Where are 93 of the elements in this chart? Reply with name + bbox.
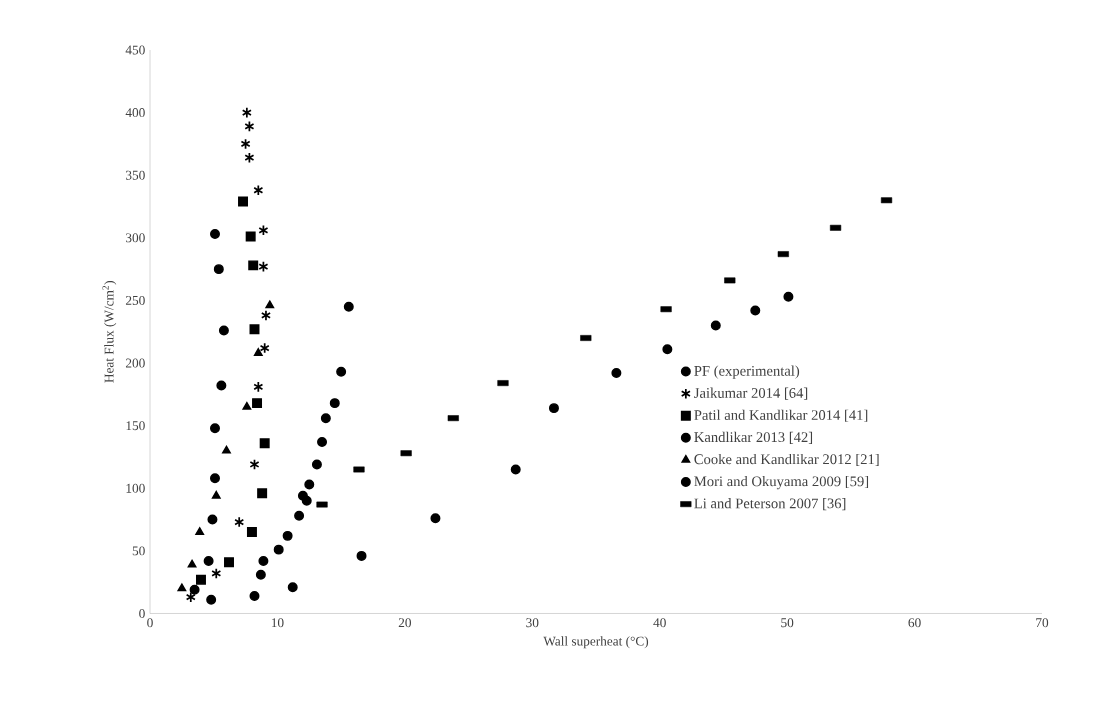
point	[224, 557, 234, 568]
y-tick-label: 200	[125, 358, 145, 368]
point	[195, 527, 205, 535]
point	[242, 401, 252, 410]
point	[222, 445, 231, 454]
point	[248, 260, 259, 271]
point	[240, 138, 251, 150]
legend-label: Mori and Okuyama 2009 [59]	[694, 475, 869, 490]
point	[273, 544, 284, 555]
legend-label: Cooke and Kandlikar 2012 [21]	[694, 453, 879, 466]
point	[301, 495, 312, 506]
point	[265, 300, 275, 309]
point	[255, 569, 266, 580]
point	[210, 423, 220, 434]
point	[206, 594, 217, 605]
point	[249, 324, 260, 335]
legend-label: Patil and Kandlikar 2014 [41]	[694, 409, 868, 422]
point	[311, 459, 322, 470]
x-tick-label: 60	[908, 618, 921, 628]
point	[187, 559, 197, 568]
y-tick-label: 0	[139, 609, 145, 618]
point	[710, 320, 721, 331]
point	[320, 413, 331, 424]
y-tick-label: 450	[125, 45, 145, 55]
point	[430, 513, 441, 524]
point	[329, 398, 340, 409]
x-tick-label: 40	[653, 618, 666, 628]
point	[611, 368, 622, 379]
point	[244, 152, 255, 164]
point	[216, 380, 227, 391]
x-tick-label: 20	[398, 618, 411, 628]
x-tick-label: 10	[271, 618, 284, 628]
point	[252, 398, 263, 409]
y-tick-label: 150	[126, 421, 145, 431]
point	[253, 348, 263, 356]
point	[203, 555, 214, 566]
point	[259, 342, 270, 354]
point	[287, 582, 298, 593]
y-tick-label: 300	[126, 233, 145, 243]
point	[304, 479, 315, 490]
x-tick-label: 0	[147, 618, 153, 628]
point	[218, 325, 229, 336]
legend-label: Jaikumar 2014 [64]	[694, 387, 808, 400]
point	[195, 574, 206, 585]
point	[244, 120, 255, 133]
y-axis-title: Heat Flux (W/cm$^{2}$)	[102, 280, 117, 383]
x-tick-label: 30	[526, 618, 539, 628]
point	[249, 458, 260, 471]
point	[356, 550, 367, 561]
point	[257, 488, 268, 499]
point	[211, 490, 221, 499]
point	[258, 224, 269, 236]
y-tick-label: 100	[126, 483, 145, 493]
point	[282, 530, 293, 541]
point	[662, 344, 673, 355]
y-tick-label: 350	[126, 170, 145, 180]
point	[245, 231, 256, 242]
y-tick-label: 250	[125, 295, 145, 305]
point	[241, 106, 252, 119]
point	[750, 305, 761, 316]
point	[189, 584, 200, 595]
point	[185, 591, 196, 603]
x-tick-label: 70	[1036, 618, 1049, 628]
point	[210, 229, 220, 240]
x-axis-title: Wall superheat (°C)	[543, 636, 649, 649]
legend-label: PF (experimental)	[694, 365, 800, 379]
point	[213, 264, 224, 275]
point	[253, 184, 264, 196]
y-tick-label: 400	[125, 108, 145, 118]
point	[207, 514, 218, 525]
legend-label: Kandlikar 2013 [42]	[694, 431, 813, 444]
point	[238, 196, 249, 207]
point	[258, 555, 269, 566]
point	[258, 260, 269, 273]
point	[260, 309, 271, 322]
point	[177, 583, 187, 592]
point	[294, 510, 305, 521]
point	[246, 527, 257, 538]
point	[210, 473, 220, 484]
x-tick-label: 50	[781, 618, 794, 628]
point	[253, 381, 264, 393]
point	[249, 590, 260, 601]
point	[510, 464, 521, 475]
point	[548, 403, 559, 414]
point	[234, 516, 245, 528]
point	[259, 438, 270, 449]
point	[336, 366, 347, 377]
legend-label: Li and Peterson 2007 [36]	[694, 498, 846, 511]
point	[317, 436, 328, 447]
point	[783, 291, 794, 302]
point	[343, 301, 354, 312]
y-tick-label: 50	[132, 546, 145, 556]
point	[211, 567, 222, 580]
